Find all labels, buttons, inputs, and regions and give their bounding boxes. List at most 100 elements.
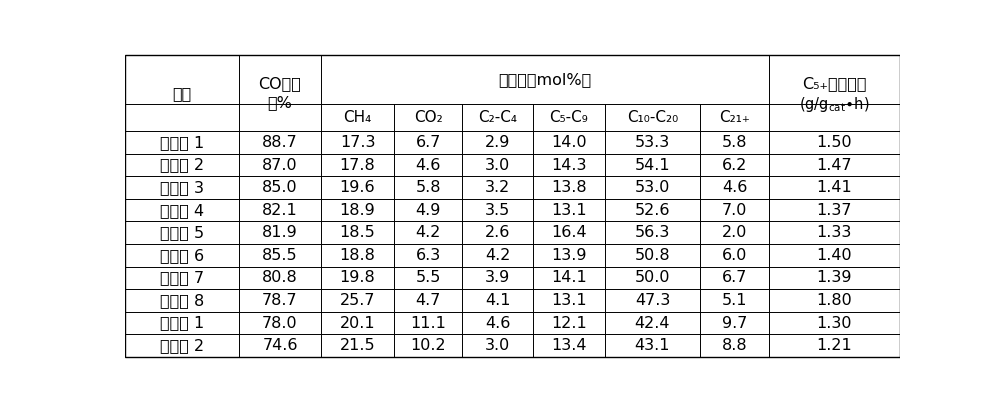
Text: 实施例 8: 实施例 8: [160, 293, 204, 308]
Text: 82.1: 82.1: [262, 203, 298, 218]
Text: 名称: 名称: [172, 86, 192, 101]
Text: 实施例 2: 实施例 2: [160, 157, 204, 173]
Text: 85.0: 85.0: [262, 180, 298, 195]
Text: 4.6: 4.6: [485, 315, 511, 330]
Text: 14.1: 14.1: [551, 271, 587, 285]
Text: 42.4: 42.4: [635, 315, 670, 330]
Text: 实施例 6: 实施例 6: [160, 248, 204, 263]
Text: 50.0: 50.0: [635, 271, 670, 285]
Text: 实施例 4: 实施例 4: [160, 203, 204, 218]
Text: 52.6: 52.6: [635, 203, 670, 218]
Text: 4.1: 4.1: [485, 293, 511, 308]
Text: 14.0: 14.0: [551, 135, 587, 150]
Text: 16.4: 16.4: [551, 225, 587, 240]
Text: C₂-C₄: C₂-C₄: [478, 110, 517, 125]
Text: 87.0: 87.0: [262, 157, 298, 173]
Text: 6.2: 6.2: [722, 157, 747, 173]
Text: 6.7: 6.7: [722, 271, 747, 285]
Text: 13.1: 13.1: [551, 293, 587, 308]
Text: 6.3: 6.3: [416, 248, 441, 263]
Text: 25.7: 25.7: [340, 293, 375, 308]
Text: 10.2: 10.2: [410, 338, 446, 353]
Text: 43.1: 43.1: [635, 338, 670, 353]
Text: C₅₊时空收率: C₅₊时空收率: [802, 76, 867, 91]
Text: 对比例 2: 对比例 2: [160, 338, 204, 353]
Text: 1.41: 1.41: [816, 180, 852, 195]
Text: 13.8: 13.8: [551, 180, 587, 195]
Text: 实施例 5: 实施例 5: [160, 225, 204, 240]
Text: 1.50: 1.50: [817, 135, 852, 150]
Text: 7.0: 7.0: [722, 203, 747, 218]
Text: 1.21: 1.21: [816, 338, 852, 353]
Text: 85.5: 85.5: [262, 248, 298, 263]
Text: 18.9: 18.9: [340, 203, 375, 218]
Text: 19.6: 19.6: [340, 180, 375, 195]
Text: 78.7: 78.7: [262, 293, 298, 308]
Text: 19.8: 19.8: [340, 271, 375, 285]
Text: 5.1: 5.1: [722, 293, 747, 308]
Text: 1.39: 1.39: [817, 271, 852, 285]
Text: 实施例 3: 实施例 3: [160, 180, 204, 195]
Text: C₁₀-C₂₀: C₁₀-C₂₀: [627, 110, 678, 125]
Text: 5.8: 5.8: [722, 135, 747, 150]
Text: 50.8: 50.8: [635, 248, 670, 263]
Text: 4.2: 4.2: [415, 225, 441, 240]
Text: C₂₁₊: C₂₁₊: [719, 110, 750, 125]
Text: 1.37: 1.37: [817, 203, 852, 218]
Text: 14.3: 14.3: [551, 157, 587, 173]
Text: CH₄: CH₄: [343, 110, 372, 125]
Text: 18.8: 18.8: [340, 248, 375, 263]
Text: C₅-C₉: C₅-C₉: [550, 110, 588, 125]
Text: 3.0: 3.0: [485, 157, 511, 173]
Text: 13.1: 13.1: [551, 203, 587, 218]
Text: 6.0: 6.0: [722, 248, 747, 263]
Text: 78.0: 78.0: [262, 315, 298, 330]
Text: 对比例 1: 对比例 1: [160, 315, 204, 330]
Text: 13.9: 13.9: [551, 248, 587, 263]
Text: 54.1: 54.1: [635, 157, 670, 173]
Text: 4.6: 4.6: [415, 157, 441, 173]
Text: 4.6: 4.6: [722, 180, 747, 195]
Text: 20.1: 20.1: [340, 315, 375, 330]
Text: 47.3: 47.3: [635, 293, 670, 308]
Text: 18.5: 18.5: [340, 225, 375, 240]
Text: 8.8: 8.8: [722, 338, 747, 353]
Text: 2.9: 2.9: [485, 135, 511, 150]
Text: CO₂: CO₂: [414, 110, 443, 125]
Text: 17.3: 17.3: [340, 135, 375, 150]
Text: 81.9: 81.9: [262, 225, 298, 240]
Text: (g/g$_{\mathrm{cat}}$$\bullet$h): (g/g$_{\mathrm{cat}}$$\bullet$h): [799, 95, 870, 114]
Text: 56.3: 56.3: [635, 225, 670, 240]
Text: 53.3: 53.3: [635, 135, 670, 150]
Text: 1.40: 1.40: [817, 248, 852, 263]
Text: 53.0: 53.0: [635, 180, 670, 195]
Text: 率%: 率%: [268, 95, 292, 110]
Text: 4.9: 4.9: [415, 203, 441, 218]
Text: 3.9: 3.9: [485, 271, 511, 285]
Text: 选择性（mol%）: 选择性（mol%）: [498, 72, 591, 87]
Text: 12.1: 12.1: [551, 315, 587, 330]
Text: 3.2: 3.2: [485, 180, 511, 195]
Text: 3.0: 3.0: [485, 338, 511, 353]
Text: 17.8: 17.8: [340, 157, 375, 173]
Text: 1.30: 1.30: [817, 315, 852, 330]
Text: 实施例 7: 实施例 7: [160, 271, 204, 285]
Text: 5.8: 5.8: [415, 180, 441, 195]
Text: 1.33: 1.33: [817, 225, 852, 240]
Text: 2.6: 2.6: [485, 225, 511, 240]
Text: 74.6: 74.6: [262, 338, 298, 353]
Text: 11.1: 11.1: [410, 315, 446, 330]
Text: 1.47: 1.47: [817, 157, 852, 173]
Text: 1.80: 1.80: [816, 293, 852, 308]
Text: 3.5: 3.5: [485, 203, 511, 218]
Text: 88.7: 88.7: [262, 135, 298, 150]
Text: 80.8: 80.8: [262, 271, 298, 285]
Text: 6.7: 6.7: [415, 135, 441, 150]
Text: 4.2: 4.2: [485, 248, 511, 263]
Text: 2.0: 2.0: [722, 225, 747, 240]
Text: CO转化: CO转化: [259, 76, 301, 91]
Text: 实施例 1: 实施例 1: [160, 135, 204, 150]
Text: 9.7: 9.7: [722, 315, 747, 330]
Text: 4.7: 4.7: [415, 293, 441, 308]
Text: 21.5: 21.5: [340, 338, 375, 353]
